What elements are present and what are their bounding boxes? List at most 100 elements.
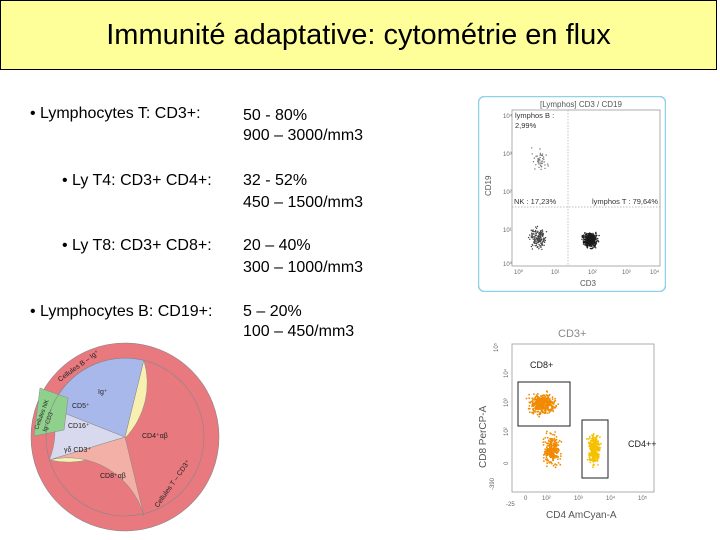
scatter-dot [535, 155, 537, 158]
pie-slice-nk [33, 387, 69, 437]
scatter-dot [547, 444, 550, 447]
scatter-dot [551, 396, 554, 399]
scatter-dot [585, 234, 587, 236]
scatter-dot [588, 459, 591, 461]
scatter-dot [555, 435, 558, 438]
scatter-dot [531, 153, 533, 155]
scatter-dot [533, 157, 535, 159]
scatter-dot [540, 400, 543, 403]
scatter-dot [534, 231, 536, 233]
scatter-dot [536, 155, 538, 157]
scatter-dot [599, 436, 601, 438]
scatter-dot [591, 448, 594, 451]
scatter-dot [587, 441, 590, 444]
scatter-dot [538, 413, 541, 416]
scatter-dot [596, 234, 598, 236]
scatter-dot [591, 459, 593, 461]
plot2-gate-cd4-box [581, 419, 609, 479]
scatter-dot [592, 466, 594, 469]
scatter-dot [537, 157, 539, 160]
scatter-dot [539, 246, 541, 248]
scatter-dot [553, 448, 555, 450]
scatter-dot [589, 440, 592, 443]
scatter-dot [581, 238, 583, 240]
scatter-dot [553, 440, 556, 442]
scatter-dot [597, 237, 599, 240]
plot1-title: [Lymphos] CD3 / CD19 [540, 100, 623, 109]
scatter-dot [598, 449, 601, 451]
scatter-dot [542, 438, 545, 441]
plot1-gate-nk-label: NK : 17,23% [514, 197, 556, 206]
plot2-ytick-4: 0 [504, 461, 510, 465]
scatter-dot [548, 452, 551, 455]
scatter-dot [591, 239, 593, 241]
scatter-dot [553, 401, 555, 404]
scatter-dot [540, 162, 542, 165]
scatter-dot [529, 238, 531, 240]
slide-title-box: Immunité adaptative: cytométrie en flux [0, 0, 717, 70]
plot2-gate-cd8-label: CD8+ [530, 360, 553, 370]
scatter-dot [532, 233, 535, 235]
scatter-dot [537, 410, 540, 413]
plot2-ytick-5: -390 [490, 477, 496, 490]
scatter-dot [538, 166, 540, 169]
scatter-dot [539, 408, 541, 410]
scatter-dot [533, 239, 536, 241]
scatter-dot [589, 461, 592, 464]
scatter-dot [534, 245, 536, 247]
scatter-dot [540, 410, 543, 412]
scatter-dot [597, 239, 599, 242]
scatter-dot [551, 398, 554, 400]
scatter-dot [584, 243, 586, 246]
scatter-dot [535, 164, 537, 166]
plot1-axes-box [511, 109, 661, 267]
pie-slice-cd4 [48, 359, 148, 463]
row-b-label: • Lymphocytes B: CD19+: [30, 303, 213, 320]
scatter-dot [584, 240, 586, 242]
scatter-dot [541, 242, 543, 245]
scatter-dot [532, 409, 535, 412]
scatter-dot [595, 247, 597, 249]
scatter-dot [598, 443, 601, 446]
row-t-pct: 50 - 80% [243, 107, 308, 124]
scatter-dot [544, 448, 547, 450]
scatter-dot [538, 163, 540, 165]
scatter-dot [592, 241, 594, 243]
scatter-dot [539, 397, 542, 400]
plot1-x-axis-label: CD3 [580, 279, 597, 288]
scatter-dot [537, 159, 539, 161]
scatter-dot [542, 441, 545, 443]
scatter-dot [537, 393, 539, 395]
scatter-dot [536, 225, 539, 228]
scatter-dot [541, 404, 544, 406]
pie-label-cd5: CD5⁺ [72, 403, 90, 410]
scatter-dot [548, 410, 551, 412]
row-t-label: • Lymphocytes T: CD3+: [30, 105, 201, 122]
scatter-dot [584, 235, 587, 238]
scatter-dot [541, 229, 544, 231]
scatter-dot [546, 462, 549, 465]
scatter-dot [593, 235, 596, 237]
scatter-dot [584, 238, 586, 241]
scatter-dot [532, 411, 535, 414]
scatter-dot [548, 394, 550, 397]
row-t-count: 900 – 3000/mm3 [243, 127, 364, 144]
scatter-dot [552, 407, 554, 410]
plot1-ytick-1: 10³ [503, 152, 512, 158]
scatter-dot [544, 441, 547, 443]
scatter-dot [542, 397, 545, 399]
scatter-dot [532, 161, 535, 163]
scatter-dot [535, 406, 537, 408]
scatter-dot [560, 452, 562, 455]
scatter-dot [532, 405, 535, 408]
scatter-dot [543, 394, 546, 397]
scatter-dot [531, 403, 534, 406]
scatter-dot [592, 244, 595, 246]
plot2-xtick-2: 10² [542, 496, 551, 502]
scatter-dot [549, 438, 552, 441]
row-t8-count: 300 – 1000/mm3 [243, 259, 364, 276]
scatter-dot [540, 168, 542, 171]
scatter-dot [592, 234, 595, 237]
scatter-dot [531, 232, 533, 234]
scatter-dot [533, 237, 536, 239]
